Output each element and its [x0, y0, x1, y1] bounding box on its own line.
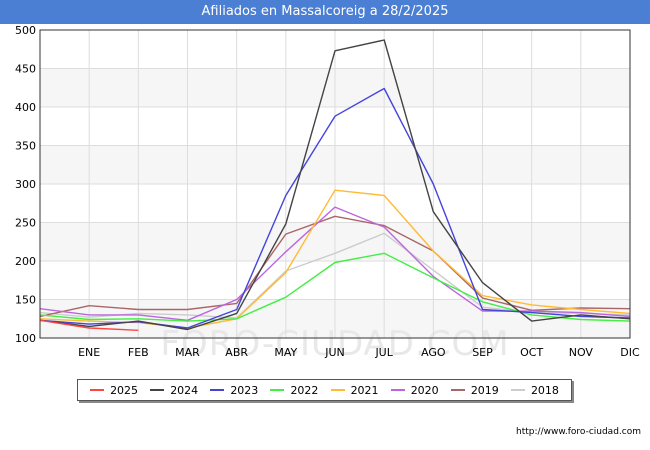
- legend-item-2022: 2022: [270, 384, 318, 397]
- legend-label: 2018: [530, 383, 559, 397]
- y-tick-label: 350: [15, 140, 36, 153]
- series-line-2024: [39, 39, 631, 331]
- legend: 2025 2024 2023 2022 2021 2020 2019 2018: [77, 379, 572, 401]
- x-tick-label: MAY: [274, 346, 297, 359]
- y-tick-label: 150: [15, 294, 36, 307]
- legend-label: 2024: [170, 383, 199, 397]
- x-tick-label: JUN: [324, 346, 345, 359]
- y-tick-label: 100: [15, 332, 36, 345]
- legend-item-2019: 2019: [450, 383, 499, 397]
- legend-item-2023: 2023: [210, 384, 258, 397]
- legend-swatch: [390, 389, 405, 391]
- y-tick-label: 250: [15, 217, 36, 230]
- series-line-2019: [39, 215, 631, 318]
- plot-frame: [39, 29, 631, 339]
- y-tick-label: 200: [15, 255, 36, 268]
- legend-item-2024: 2024: [150, 384, 198, 397]
- y-tick-label: 400: [15, 101, 36, 114]
- series-line-2025: [39, 319, 139, 331]
- legend-swatch: [330, 389, 345, 391]
- x-tick-label: DIC: [620, 346, 640, 359]
- legend-swatch: [270, 389, 285, 391]
- x-axis-ticks: ENE FEB MAR ABR MAY JUN JUL AGO SEP OCT NOV DIC: [78, 346, 640, 359]
- legend-label: 2021: [350, 383, 379, 397]
- legend-item-2025: 2025: [90, 384, 138, 397]
- legend-label: 2023: [230, 383, 259, 397]
- y-tick-label: 450: [15, 63, 36, 76]
- x-tick-label: AGO: [421, 346, 446, 359]
- series-line-2022: [39, 252, 631, 322]
- chart-title: Afiliados en Massalcoreig a 28/2/2025: [0, 0, 650, 24]
- legend-swatch: [150, 389, 165, 391]
- legend-item-2018: 2018: [510, 383, 559, 397]
- legend-swatch: [450, 389, 465, 391]
- x-tick-label: NOV: [569, 346, 594, 359]
- legend-item-2021: 2021: [330, 383, 379, 397]
- y-tick-label: 500: [15, 24, 36, 37]
- series-line-2020: [39, 206, 631, 321]
- y-axis-ticks: 100 150 200 250 300 350 400 450 500: [15, 24, 36, 345]
- legend-label: 2019: [470, 383, 499, 397]
- x-tick-label: ENE: [78, 346, 100, 359]
- legend-item-2020: 2020: [390, 383, 439, 397]
- legend-swatch: [210, 389, 225, 391]
- legend-label: 2020: [410, 383, 439, 397]
- x-tick-label: SEP: [472, 346, 493, 359]
- x-tick-label: FEB: [128, 346, 149, 359]
- legend-swatch: [90, 389, 105, 391]
- footer-url: http://www.foro-ciudad.com: [516, 427, 641, 437]
- series-lines: [39, 39, 631, 331]
- x-tick-label: OCT: [520, 346, 543, 359]
- series-line-2021: [39, 189, 631, 329]
- x-tick-label: MAR: [175, 346, 200, 359]
- legend-label: 2025: [110, 383, 139, 397]
- legend-label: 2022: [290, 383, 319, 397]
- y-tick-label: 300: [15, 178, 36, 191]
- x-tick-label: JUL: [374, 346, 393, 359]
- legend-swatch: [510, 389, 525, 391]
- x-tick-label: ABR: [225, 346, 248, 359]
